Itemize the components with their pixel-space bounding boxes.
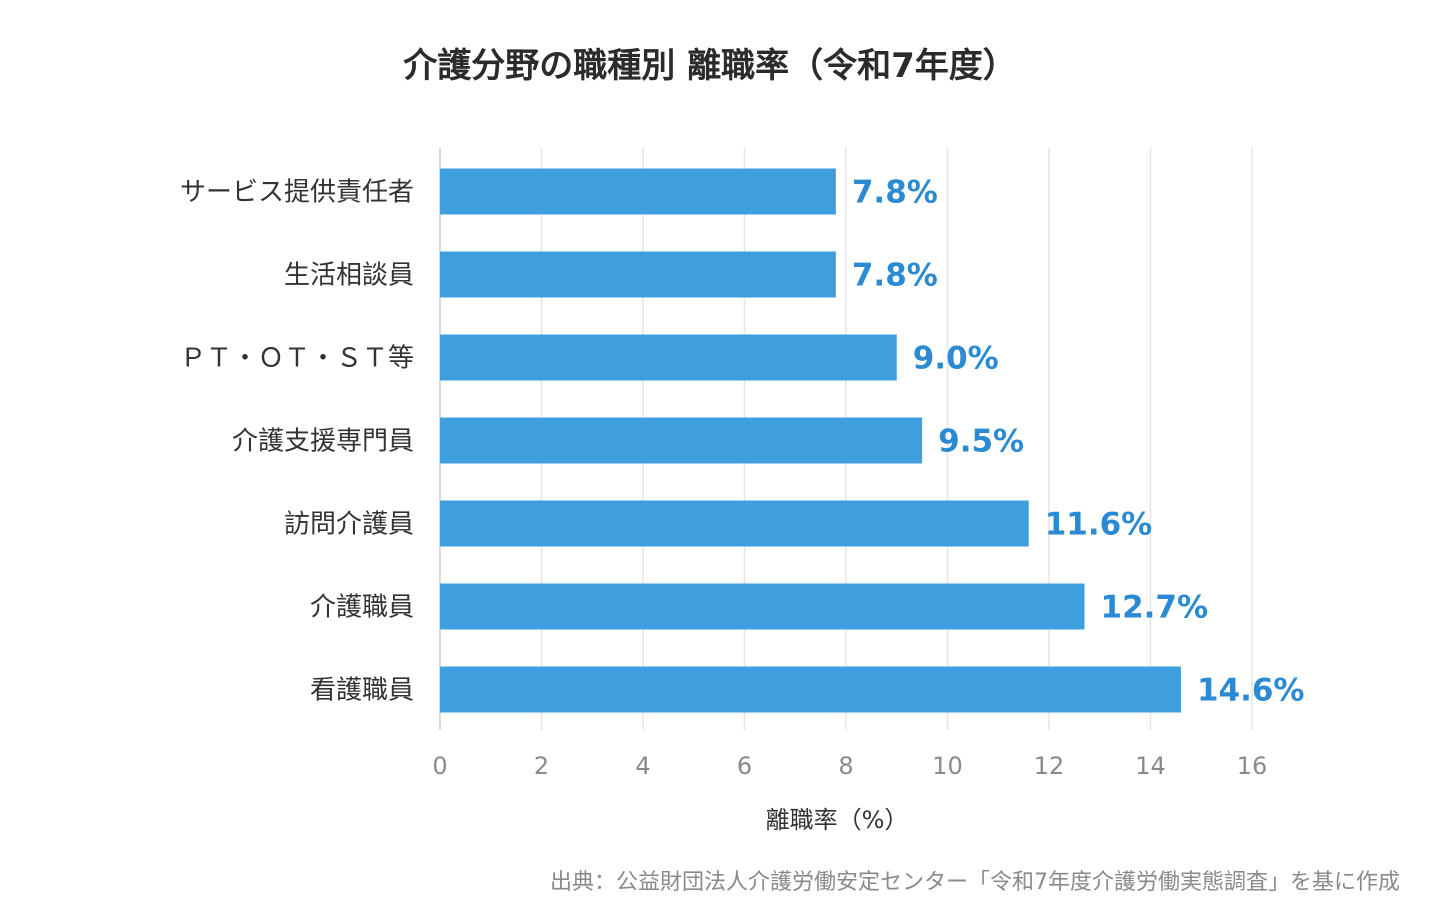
bar: [440, 334, 897, 381]
x-axis-title: 離職率（%）: [766, 806, 909, 834]
category-label: 訪問介護員: [284, 510, 414, 540]
chart-title: 介護分野の職種別 離職率（令和7年度）: [403, 46, 1017, 86]
category-label: サービス提供責任者: [180, 178, 414, 208]
bar: [440, 168, 836, 215]
source-note: 出典：公益財団法人介護労働安定センター「令和7年度介護労働実態調査」を基に作成: [550, 870, 1400, 895]
x-tick-label: 12: [1034, 752, 1065, 780]
bars: [440, 168, 1181, 713]
x-tick-label: 10: [932, 752, 963, 780]
category-label: 介護支援専門員: [232, 427, 414, 457]
x-tick-label: 2: [534, 752, 549, 780]
data-label: 7.8%: [852, 258, 938, 294]
x-tick-label: 14: [1135, 752, 1166, 780]
x-tick-label: 16: [1237, 752, 1268, 780]
x-tick-label: 0: [432, 752, 447, 780]
x-tick-labels: 0 2 4 6 8 10 12 14 16: [432, 752, 1267, 780]
value-labels: 7.8% 7.8% 9.0% 9.5% 11.6% 12.7% 14.6%: [852, 175, 1305, 709]
bar: [440, 251, 836, 298]
category-label: 介護職員: [310, 593, 414, 623]
bar: [440, 417, 923, 464]
bar: [440, 666, 1181, 713]
data-label: 12.7%: [1101, 590, 1209, 626]
data-label: 11.6%: [1045, 507, 1153, 543]
category-label: ＰＴ・ＯＴ・ＳＴ等: [180, 344, 414, 374]
data-label: 7.8%: [852, 175, 938, 211]
data-label: 9.5%: [938, 424, 1024, 460]
x-tick-label: 8: [838, 752, 853, 780]
category-label: 看護職員: [310, 676, 414, 706]
category-label: 生活相談員: [284, 261, 414, 291]
bar: [440, 583, 1085, 630]
bar: [440, 500, 1029, 547]
x-tick-label: 4: [635, 752, 650, 780]
x-tick-label: 6: [737, 752, 752, 780]
data-label: 14.6%: [1197, 673, 1305, 709]
data-label: 9.0%: [913, 341, 999, 377]
